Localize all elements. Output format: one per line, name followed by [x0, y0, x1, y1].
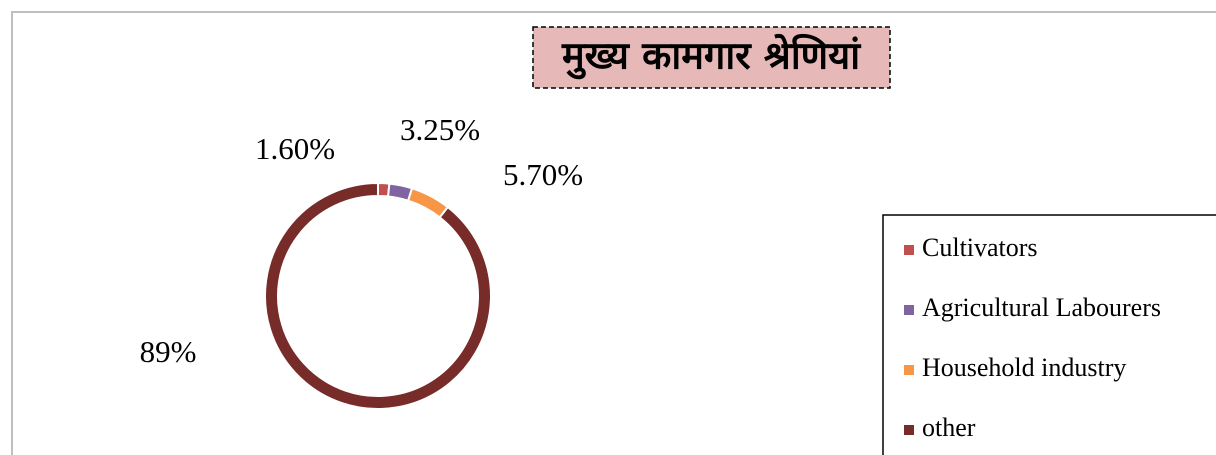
- data-label: 5.70%: [503, 157, 583, 192]
- legend-marker: [904, 365, 914, 375]
- legend-label: other: [922, 413, 976, 442]
- data-label: 1.60%: [255, 131, 335, 166]
- legend-marker: [904, 245, 914, 255]
- title-box: [532, 26, 891, 89]
- legend-label: Agricultural Labourers: [922, 293, 1161, 322]
- legend-marker: [904, 425, 914, 435]
- donut-segment: [264, 181, 492, 410]
- legend-label: Cultivators: [922, 233, 1038, 262]
- data-label: 3.25%: [400, 112, 480, 147]
- legend-marker: [904, 305, 914, 315]
- data-label: 89%: [140, 334, 197, 369]
- legend-box: [882, 214, 1216, 455]
- legend-label: Household industry: [922, 353, 1126, 382]
- chart-title: मुख्य कामगार श्रेणियां: [561, 34, 861, 80]
